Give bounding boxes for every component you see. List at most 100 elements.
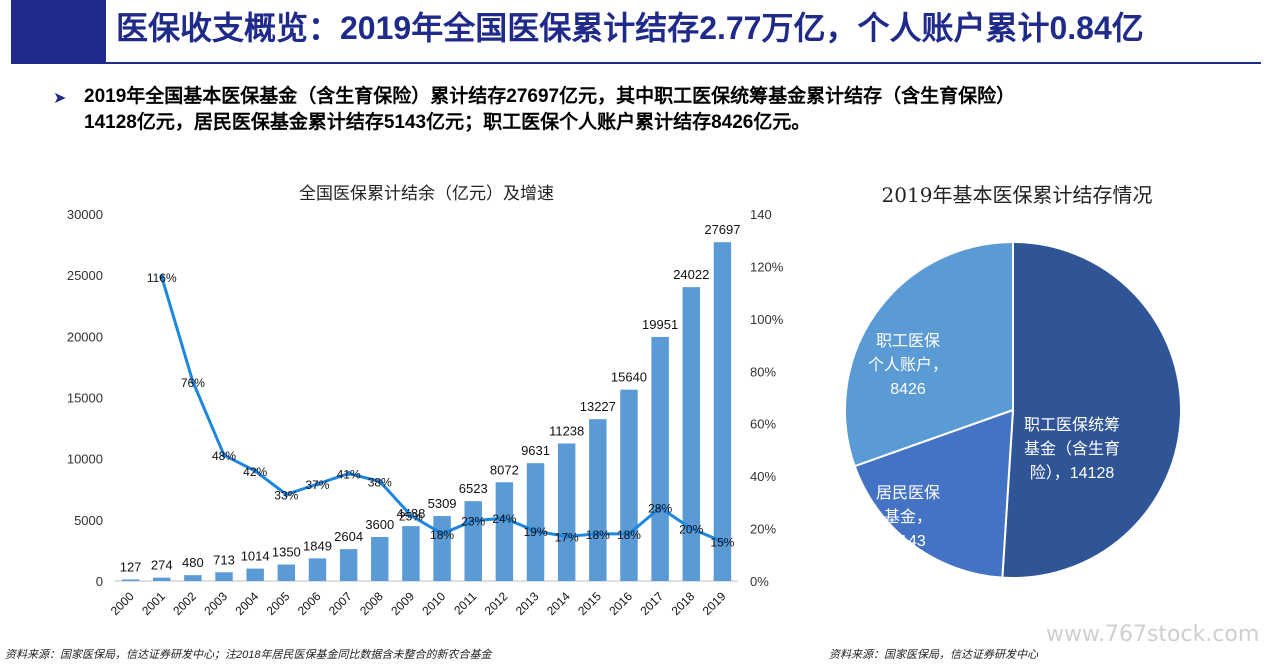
bullet-arrow-icon: ➤ [53, 90, 67, 107]
bar-2014 [557, 443, 576, 581]
growth-point-2002 [190, 379, 196, 385]
pie-slice-label: 职工医保统筹 [1024, 416, 1120, 434]
pie-slice-label: 险），14128 [1030, 464, 1115, 482]
bar-value-label: 27697 [704, 222, 740, 237]
source-note-left: 资料来源：国家医保局，信达证券研发中心；注2018年居民医保基金同比数据含未整合… [5, 649, 492, 661]
pie-slice-label: 8426 [890, 381, 926, 398]
growth-rate-label: 42% [243, 465, 267, 479]
bar-value-label: 15640 [611, 370, 647, 385]
watermark: www.767stock.com [1046, 622, 1260, 647]
pie-slice-label: 基金（含生育 [1024, 440, 1120, 458]
growth-rate-label: 33% [274, 488, 298, 502]
bar-value-label: 2604 [334, 529, 363, 544]
pie-slice-label: 个人账户， [868, 356, 948, 374]
pie-slice-0 [1001, 240, 1182, 579]
bar-value-label: 9631 [521, 443, 550, 458]
growth-point-2015 [595, 531, 601, 537]
growth-rate-label: 20% [679, 523, 703, 537]
growth-rate-label: 48% [212, 449, 236, 463]
growth-rate-label: 41% [337, 468, 361, 482]
bar-2009 [402, 526, 420, 581]
growth-rate-label: 23% [461, 515, 485, 529]
category-tick-label: 2012 [482, 589, 511, 618]
category-tick-label: 2016 [606, 589, 635, 618]
growth-point-2018 [688, 526, 694, 532]
growth-point-2010 [439, 531, 445, 537]
bar-2001 [153, 577, 171, 581]
bar-value-label: 3600 [365, 517, 394, 532]
category-tick-label: 2003 [201, 589, 230, 618]
pie-slice-label: 职工医保 [876, 332, 940, 350]
right-axis-tick-label: 40% [750, 469, 776, 484]
balance-growth-chart: 全国医保累计结余（亿元）及增速 0 5000 10000 15000 20000 25000… [67, 184, 784, 618]
left-axis-tick-label: 5000 [74, 513, 103, 528]
bar-2018 [682, 287, 700, 581]
bar-value-label: 480 [182, 555, 204, 570]
category-tick-label: 2002 [170, 589, 199, 618]
bar-2017 [651, 336, 669, 581]
growth-point-2016 [626, 531, 632, 537]
growth-point-2009 [408, 512, 414, 518]
bar-2000 [121, 579, 140, 581]
growth-point-2014 [564, 533, 570, 539]
bar-2015 [589, 419, 607, 581]
category-tick-label: 2007 [326, 589, 355, 618]
bar-2012 [495, 482, 514, 581]
bar-2004 [246, 568, 264, 581]
bar-value-label: 11238 [549, 424, 584, 439]
bar-value-label: 5309 [428, 496, 457, 511]
pie-slice-1 [853, 408, 1015, 579]
left-axis-tick-label: 0 [96, 574, 103, 589]
growth-rate-label: 19% [524, 525, 548, 539]
right-axis-tick-label: 80% [750, 364, 776, 379]
pie-slice-label: 基金， [884, 508, 932, 526]
growth-rate-label: 17% [555, 530, 579, 544]
bar-2013 [526, 463, 545, 581]
category-tick-label: 2008 [357, 589, 386, 618]
source-note-right: 资料来源：国家医保局，信达证券研发中心 [829, 649, 1038, 661]
growth-point-2019 [719, 539, 725, 545]
bar-value-label: 8072 [490, 462, 519, 477]
growth-rate-label: 25% [399, 509, 423, 523]
growth-point-2017 [657, 505, 663, 511]
pie-slice-label: 5143 [890, 533, 926, 550]
pie-slice-2 [844, 240, 1014, 468]
bar-2011 [464, 501, 482, 581]
growth-point-2013 [533, 528, 539, 534]
growth-rate-label: 37% [305, 478, 329, 492]
growth-rate-label: 76% [181, 376, 205, 390]
title-divider [11, 62, 1261, 64]
summary-bullet: 2019年全国基本医保基金（含生育保险）累计结存27697亿元，其中职工医保统筹… [84, 84, 1204, 136]
bar-2007 [339, 549, 358, 581]
growth-rate-label: 18% [617, 528, 641, 542]
pie-slice-label: 居民医保 [876, 484, 940, 502]
growth-rate-label: 38% [368, 475, 392, 489]
pie-title: 2019年基本医保累计结存情况 [882, 183, 1153, 207]
growth-point-2008 [377, 478, 383, 484]
category-tick-label: 2004 [233, 589, 262, 618]
category-tick-label: 2009 [388, 589, 417, 618]
category-tick-label: 2019 [700, 589, 729, 618]
bar-2002 [184, 575, 202, 581]
growth-point-2006 [314, 481, 320, 487]
growth-point-2011 [470, 518, 476, 524]
category-tick-label: 2017 [637, 589, 666, 618]
left-axis-tick-label: 15000 [67, 391, 103, 406]
growth-rate-label: 24% [492, 512, 516, 526]
bar-value-label: 24022 [673, 267, 709, 282]
left-axis-tick-label: 10000 [67, 452, 103, 467]
category-tick-label: 2005 [264, 589, 293, 618]
right-axis-tick-label: 20% [750, 522, 776, 537]
growth-point-2003 [221, 452, 227, 458]
bar-value-label: 1350 [272, 544, 301, 559]
category-tick-label: 2000 [108, 589, 137, 618]
right-axis-tick-label: 120% [750, 259, 784, 274]
right-axis-tick-label: 140 [750, 207, 772, 222]
growth-point-2007 [346, 471, 352, 477]
title-accent-bar [11, 0, 106, 62]
category-tick-label: 2011 [451, 589, 479, 617]
bar-2005 [277, 564, 296, 581]
page-title: 医保收支概览：2019年全国医保累计结存2.77万亿，个人账户累计0.84亿 [116, 10, 1144, 46]
right-axis-tick-label: 100% [750, 312, 784, 327]
